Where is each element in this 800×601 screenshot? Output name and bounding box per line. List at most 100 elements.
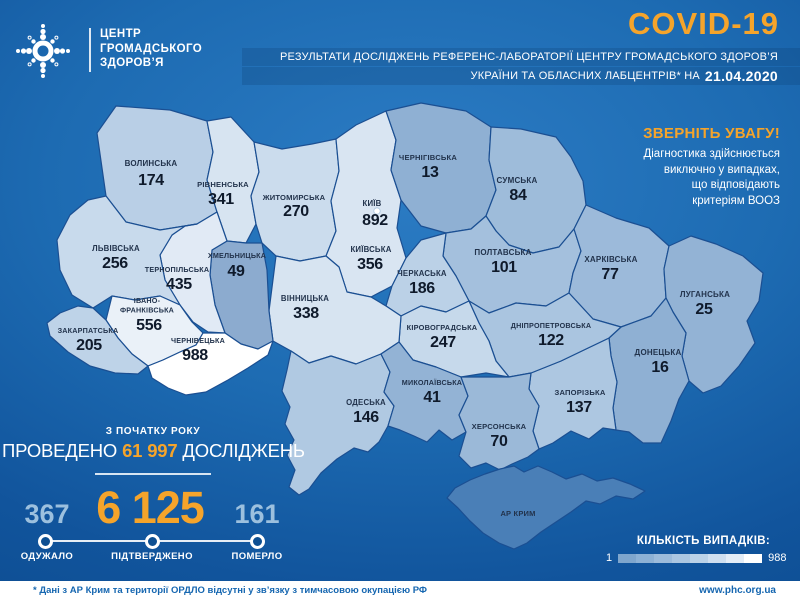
logo-wordmark: ЦЕНТР ГРОМАДСЬКОГО ЗДОРОВ’Я	[100, 27, 202, 71]
region-name-label: ЛЬВІВСЬКА	[92, 244, 140, 253]
region-name-label: ЧЕРКАСЬКА	[397, 269, 447, 278]
attention-line: Діагностика здійснюється	[643, 148, 780, 160]
region-name-label: КИЇВ	[363, 199, 382, 208]
legend-step	[726, 553, 745, 563]
region-name-label: КИЇВСЬКА	[350, 245, 391, 254]
died-count: 161	[234, 499, 280, 529]
region-zakarpatska	[46, 305, 149, 375]
region-value-label: 16	[651, 359, 669, 376]
legend-title: КІЛЬКІСТЬ ВИПАДКІВ:	[636, 535, 770, 547]
region-name-label: РІВНЕНСЬКА	[197, 180, 249, 189]
region-name-label: ХМЕЛЬНИЦЬКА	[208, 251, 266, 260]
region-value-label: 270	[283, 203, 309, 220]
region-name-label: ДНІПРОПЕТРОВСЬКА	[511, 321, 591, 330]
attention-title: ЗВЕРНІТЬ УВАГУ!	[643, 125, 780, 142]
legend-step	[636, 553, 655, 563]
region-name-label: ЛУГАНСЬКА	[680, 290, 730, 299]
region-value-label: 341	[208, 191, 234, 208]
region-value-label: 122	[538, 332, 564, 349]
subtitle-line-1: РЕЗУЛЬТАТИ ДОСЛІДЖЕНЬ РЕФЕРЕНС-ЛАБОРАТОР…	[242, 48, 800, 66]
confirmed-label: ПІДТВЕРДЖЕНО	[111, 551, 193, 562]
tests-suffix: ДОСЛІДЖЕНЬ	[182, 440, 305, 461]
region-name-label: ОДЕСЬКА	[346, 398, 386, 407]
logo-line: ЗДОРОВ’Я	[100, 57, 164, 69]
page-title: COVID-19	[628, 6, 779, 41]
logo-line: ГРОМАДСЬКОГО	[100, 42, 203, 55]
legend-step	[654, 553, 673, 563]
region-mykolaivska	[380, 341, 469, 443]
region-value-label: 77	[601, 266, 619, 283]
region-name-label: ДОНЕЦЬКА	[635, 348, 682, 357]
region-value-label: 25	[695, 301, 713, 318]
legend-min: 1	[606, 552, 613, 564]
timeline-dot	[250, 534, 265, 549]
region-value-label: 84	[509, 187, 527, 204]
tests-count: 61 997	[122, 440, 178, 461]
region-chernihivska	[385, 102, 497, 234]
confirmed-count: 6 125	[96, 482, 205, 533]
region-name-label: ЖИТОМИРСЬКА	[262, 193, 326, 202]
legend-gradient-bar	[618, 553, 763, 563]
region-name-label: ХАРКІВСЬКА	[584, 255, 637, 264]
region-krym	[446, 465, 646, 550]
divider	[95, 473, 211, 475]
region-value-label: 338	[293, 305, 319, 322]
legend-max: 988	[768, 552, 787, 564]
region-name-label: ПОЛТАВСЬКА	[474, 248, 531, 257]
region-value-label: 356	[357, 256, 383, 273]
attention-line: що відповідають	[691, 179, 780, 191]
legend-step	[672, 553, 691, 563]
region-name-label: СУМСЬКА	[497, 176, 538, 185]
tests-block: З ПОЧАТКУ РОКУ ПРОВЕДЕНО 61 997 ДОСЛІДЖЕ…	[2, 426, 305, 475]
region-name-label: ФРАНКІВСЬКА	[120, 306, 174, 315]
legend-step	[744, 553, 763, 563]
legend-step	[618, 553, 637, 563]
tests-caption: З ПОЧАТКУ РОКУ	[105, 426, 201, 437]
region-value-label: 435	[166, 276, 192, 293]
region-value-label: 101	[491, 259, 517, 276]
timeline-dot	[38, 534, 53, 549]
subtitle-line-2: УКРАЇНИ ТА ОБЛАСНИХ ЛАБЦЕНТРІВ* НА 21.04…	[242, 67, 800, 85]
region-value-label: 174	[138, 172, 164, 189]
region-name-label: ЧЕРНІГІВСЬКА	[399, 153, 457, 162]
region-chernivetska	[147, 332, 274, 396]
died-label: ПОМЕРЛО	[231, 551, 283, 562]
region-name-label: ВІННИЦЬКА	[281, 294, 329, 303]
region-value-label: 556	[136, 317, 162, 334]
footer-disclaimer: * Дані з АР Крим та території ОРДЛО відс…	[33, 585, 428, 596]
footer-url[interactable]: www.phc.org.ua	[699, 585, 776, 596]
tests-line: ПРОВЕДЕНО 61 997 ДОСЛІДЖЕНЬ	[2, 440, 305, 462]
region-value-label: 256	[102, 255, 128, 272]
region-name-label: ХЕРСОНСЬКА	[472, 422, 527, 431]
subtitle-text: УКРАЇНИ ТА ОБЛАСНИХ ЛАБЦЕНТРІВ* НА	[470, 70, 700, 82]
region-name-label: КІРОВОГРАДСЬКА	[407, 323, 478, 332]
recovered-count: 367	[24, 499, 70, 529]
attention-block: ЗВЕРНІТЬ УВАГУ! Діагностика здійснюється…	[643, 125, 780, 209]
region-value-label: 892	[362, 212, 388, 229]
region-name-label: МИКОЛАЇВСЬКА	[402, 378, 462, 387]
region-value-label: 13	[421, 164, 439, 181]
region-name-label: ВОЛИНСЬКА	[125, 159, 178, 168]
footer-bar: * Дані з АР Крим та території ОРДЛО відс…	[0, 581, 800, 601]
recovered-label: ОДУЖАЛО	[20, 551, 74, 562]
region-value-label: 49	[227, 263, 245, 280]
region-name-label: ЗАКАРПАТСЬКА	[58, 326, 119, 335]
timeline-dot	[145, 534, 160, 549]
region-khersonska	[458, 372, 540, 471]
region-name-label: ЧЕРНІВЕЦЬКА	[171, 336, 225, 345]
region-rivnenska	[206, 116, 260, 244]
attention-line: виключно у випадках,	[663, 163, 780, 176]
region-value-label: 70	[490, 433, 508, 450]
region-value-label: 146	[353, 409, 379, 426]
legend-step	[708, 553, 727, 563]
subtitle-text: РЕЗУЛЬТАТИ ДОСЛІДЖЕНЬ РЕФЕРЕНС-ЛАБОРАТОР…	[280, 51, 778, 63]
phc-logo-icon	[16, 24, 70, 78]
report-date: 21.04.2020	[704, 68, 778, 84]
kyiv-city-marker	[373, 207, 381, 215]
region-value-label: 41	[423, 389, 441, 406]
region-value-label: 988	[182, 347, 208, 364]
region-name-label: ІВАНО-	[134, 296, 161, 305]
region-name-label: ТЕРНОПІЛЬСЬКА	[145, 265, 210, 274]
